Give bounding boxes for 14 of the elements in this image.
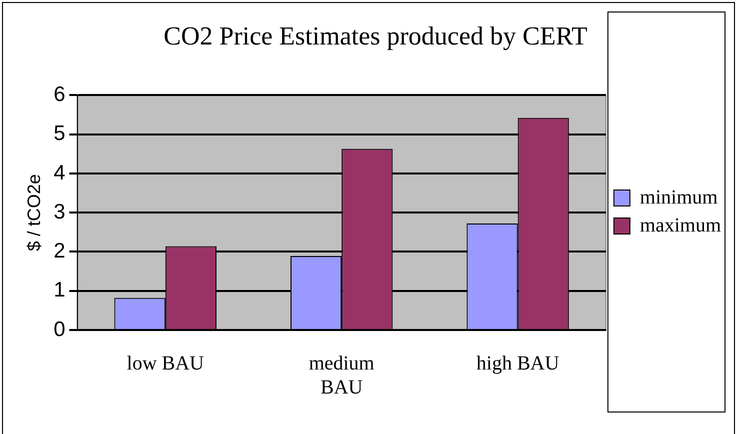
y-tick-label: 1 xyxy=(54,278,66,302)
chart-title: CO2 Price Estimates produced by CERT xyxy=(164,21,588,50)
y-tick-label: 0 xyxy=(54,318,66,341)
y-tick-label: 4 xyxy=(54,161,66,184)
y-tick-label: 5 xyxy=(54,122,66,146)
x-tick-label: low BAU xyxy=(126,352,205,374)
x-tick-label: medium BAU xyxy=(308,352,375,398)
y-tick-label: 3 xyxy=(54,200,66,224)
legend-label: minimum xyxy=(640,186,718,208)
y-tick-label: 6 xyxy=(54,82,66,106)
y-axis-title: $ / tCO2e xyxy=(24,174,44,252)
y-tick-label: 2 xyxy=(54,240,66,263)
legend-label: maximum xyxy=(640,214,722,236)
x-tick-label: high BAU xyxy=(476,352,560,374)
